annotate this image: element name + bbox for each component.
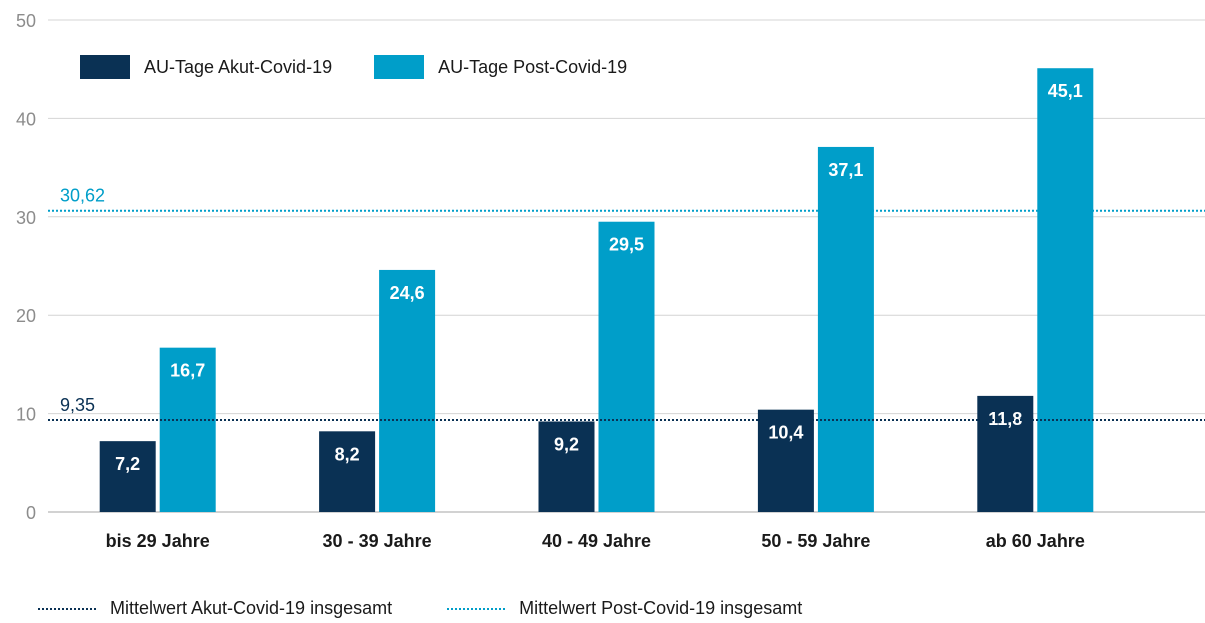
reference-legend-label-akut: Mittelwert Akut-Covid-19 insgesamt <box>110 598 393 618</box>
reference-line-legend: Mittelwert Akut-Covid-19 insgesamt Mitte… <box>38 598 857 619</box>
bar-value-label: 10,4 <box>768 423 803 443</box>
bar <box>817 146 874 512</box>
legend-swatch-post <box>374 55 425 79</box>
bar-value-label: 29,5 <box>609 235 644 255</box>
y-tick-label: 10 <box>16 405 36 425</box>
bar <box>977 395 1034 512</box>
x-tick-label: bis 29 Jahre <box>106 531 210 551</box>
reference-line-swatch-akut <box>38 607 96 610</box>
x-tick-label: 30 - 39 Jahre <box>323 531 432 551</box>
bar <box>99 441 156 512</box>
reference-line-label-post: 30,62 <box>60 186 105 206</box>
x-tick-label: ab 60 Jahre <box>986 531 1085 551</box>
legend: AU-Tage Akut-Covid-19 AU-Tage Post-Covid… <box>80 55 669 79</box>
legend-swatch-akut <box>80 55 130 79</box>
bar <box>1037 68 1094 512</box>
bar <box>598 221 655 512</box>
legend-item-post: AU-Tage Post-Covid-19 <box>374 55 627 79</box>
reference-legend-label-post: Mittelwert Post-Covid-19 insgesamt <box>519 598 803 618</box>
bar-value-label: 8,2 <box>335 444 360 464</box>
bar-value-label: 45,1 <box>1048 81 1083 101</box>
bar-value-label: 16,7 <box>170 361 205 381</box>
legend-label-akut: AU-Tage Akut-Covid-19 <box>144 56 333 77</box>
bar <box>319 431 376 512</box>
y-tick-label: 30 <box>16 208 36 228</box>
reference-legend-post: Mittelwert Post-Covid-19 insgesamt <box>447 598 802 619</box>
reference-legend-akut: Mittelwert Akut-Covid-19 insgesamt <box>38 598 392 619</box>
x-tick-label: 40 - 49 Jahre <box>542 531 651 551</box>
bar <box>538 421 595 512</box>
legend-item-akut: AU-Tage Akut-Covid-19 <box>80 55 332 79</box>
bar-value-label: 7,2 <box>115 454 140 474</box>
y-tick-label: 50 <box>16 11 36 31</box>
y-tick-label: 40 <box>16 109 36 129</box>
bar-value-label: 24,6 <box>390 283 425 303</box>
bar <box>757 409 814 512</box>
bar-value-label: 37,1 <box>828 160 863 180</box>
bar <box>379 269 436 512</box>
x-tick-label: 50 - 59 Jahre <box>761 531 870 551</box>
y-tick-label: 0 <box>26 503 36 523</box>
bar-value-label: 11,8 <box>988 409 1022 429</box>
reference-line-swatch-post <box>447 607 506 610</box>
reference-line-label-akut: 9,35 <box>60 395 95 415</box>
bar-value-label: 9,2 <box>554 434 579 454</box>
bar <box>159 347 216 512</box>
y-tick-label: 20 <box>16 306 36 326</box>
legend-label-post: AU-Tage Post-Covid-19 <box>438 56 628 77</box>
